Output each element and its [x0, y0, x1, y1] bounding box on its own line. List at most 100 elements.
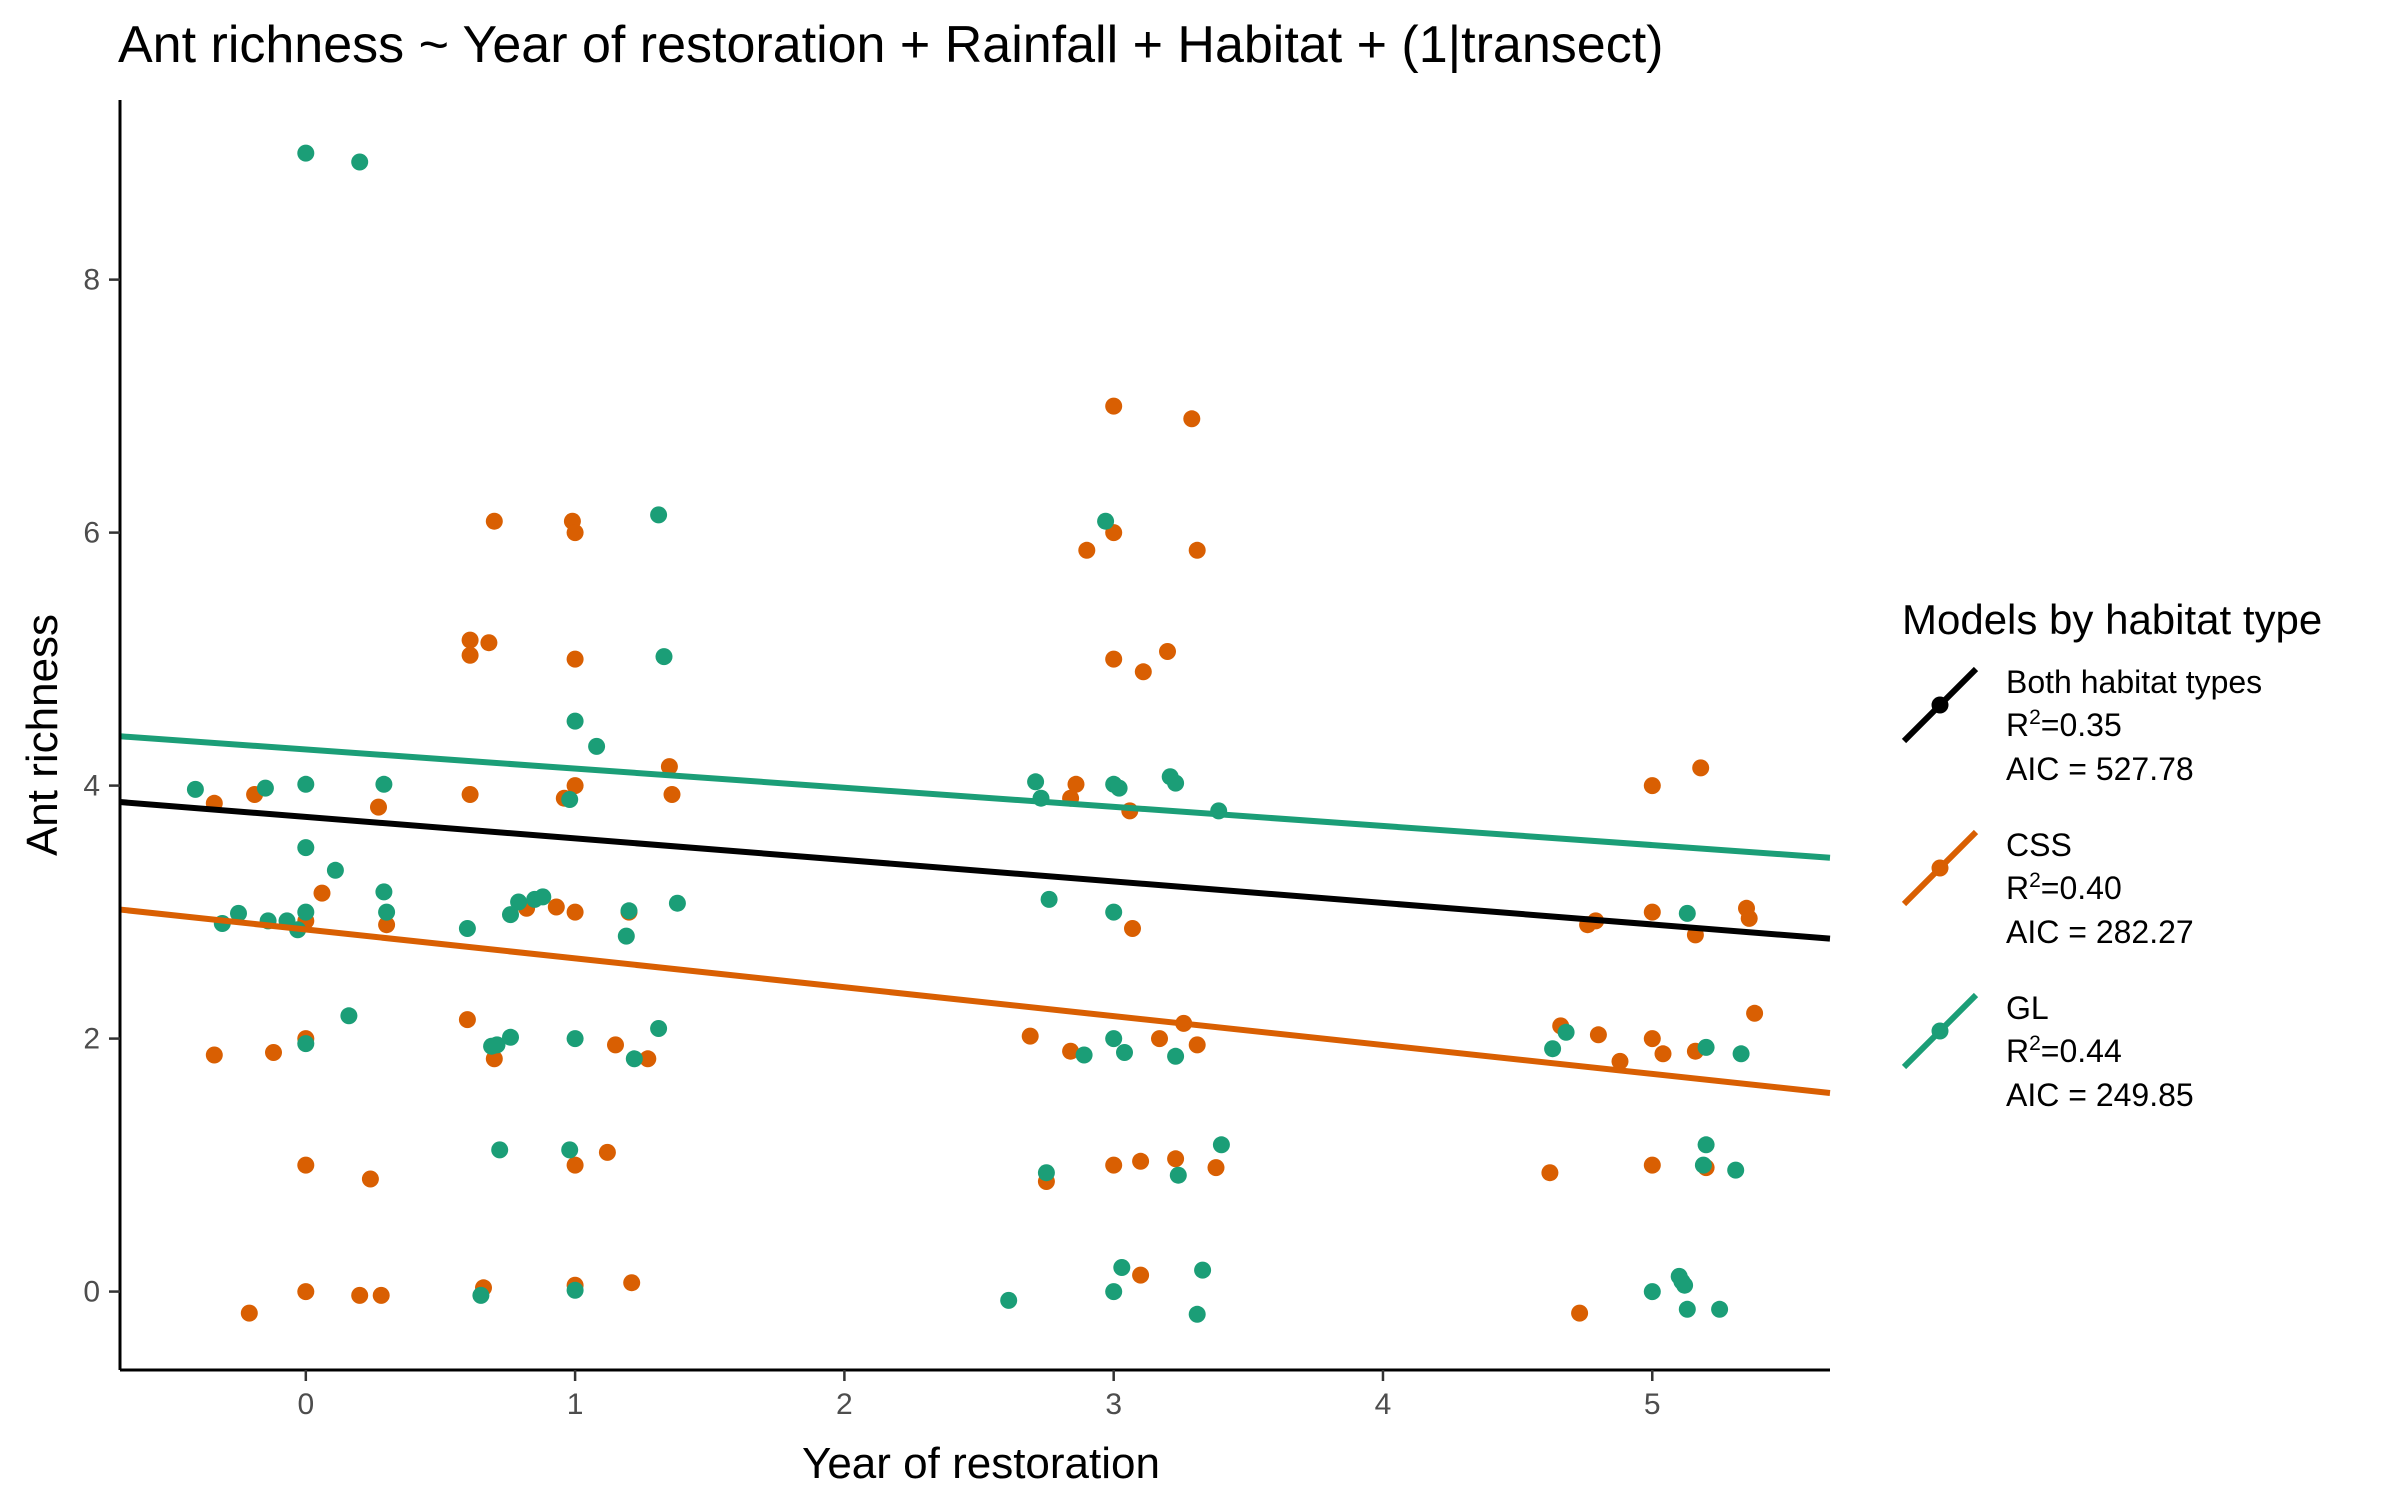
- data-point-gl-55: [1037, 1164, 1055, 1182]
- data-point-css-15: [461, 631, 479, 649]
- data-point-gl-54: [1167, 1047, 1185, 1065]
- data-point-css-79: [1643, 1156, 1661, 1174]
- data-point-css-28: [547, 898, 565, 916]
- x-tick-label: 4: [1375, 1388, 1392, 1421]
- data-point-gl-70: [1727, 1161, 1745, 1179]
- data-point-gl-61: [1188, 1305, 1206, 1323]
- data-point-gl-34: [566, 1030, 584, 1048]
- data-point-css-62: [1132, 1266, 1150, 1284]
- data-point-gl-40: [566, 1281, 584, 1299]
- legend-key-css: [1901, 829, 1979, 907]
- data-point-gl-33: [502, 1028, 519, 1046]
- legend-key-point: [1931, 859, 1949, 877]
- data-point-css-46: [1134, 663, 1152, 681]
- data-point-gl-5: [375, 775, 393, 793]
- data-point-css-49: [1067, 775, 1085, 793]
- data-point-gl-52: [1105, 1030, 1123, 1048]
- data-point-css-17: [461, 646, 479, 664]
- data-point-css-74: [1643, 1030, 1661, 1048]
- data-point-gl-30: [668, 894, 686, 912]
- data-point-gl-59: [1105, 1283, 1123, 1301]
- data-point-gl-24: [502, 906, 519, 924]
- data-point-gl-27: [534, 888, 552, 906]
- data-point-gl-19: [566, 712, 584, 730]
- data-point-css-12: [297, 1283, 315, 1301]
- x-tick-label: 5: [1644, 1388, 1661, 1421]
- data-point-gl-67: [1732, 1045, 1750, 1063]
- data-point-gl-42: [1027, 773, 1045, 791]
- chart-title: Ant richness ~ Year of restoration + Rai…: [118, 16, 1663, 74]
- data-point-gl-21: [655, 648, 673, 666]
- legend-key-point: [1931, 696, 1949, 714]
- data-point-css-59: [1132, 1152, 1150, 1170]
- legend: Models by habitat type Both habitat type…: [1901, 596, 2322, 1113]
- data-point-gl-74: [1676, 1276, 1694, 1294]
- data-point-gl-0: [297, 144, 315, 162]
- data-point-gl-51: [1075, 1046, 1093, 1064]
- data-point-gl-45: [1110, 779, 1128, 797]
- data-point-gl-47: [1167, 774, 1185, 792]
- data-point-gl-4: [297, 775, 315, 793]
- data-point-css-53: [1062, 1042, 1080, 1060]
- data-point-css-58: [1105, 1156, 1123, 1174]
- data-point-css-63: [1643, 777, 1661, 795]
- y-tick-label: 8: [83, 264, 100, 297]
- x-tick-label: 0: [297, 1388, 314, 1421]
- legend-aic: AIC = 527.78: [2006, 751, 2194, 787]
- data-point-css-81: [1571, 1304, 1589, 1322]
- x-tick-label: 2: [836, 1388, 853, 1421]
- data-point-css-24: [566, 777, 584, 795]
- data-point-gl-64: [1544, 1040, 1562, 1058]
- data-point-gl-22: [561, 791, 579, 808]
- data-point-gl-8: [230, 904, 247, 922]
- x-tick-label: 1: [567, 1388, 584, 1421]
- data-point-css-9: [297, 1156, 315, 1174]
- data-point-css-72: [1589, 1026, 1607, 1044]
- data-point-gl-23: [458, 920, 476, 937]
- data-point-gl-37: [491, 1141, 509, 1159]
- plot-area: [119, 144, 1831, 1323]
- data-point-css-5: [378, 916, 396, 934]
- data-point-css-13: [351, 1286, 369, 1304]
- data-point-css-14: [372, 1286, 390, 1304]
- data-point-css-39: [623, 1274, 641, 1292]
- y-axis-title: Ant richness: [18, 614, 67, 856]
- data-point-css-35: [566, 1156, 584, 1174]
- legend-aic: AIC = 249.85: [2006, 1077, 2194, 1113]
- data-point-css-31: [458, 1011, 476, 1029]
- data-point-gl-35: [650, 1020, 668, 1037]
- legend-title: Models by habitat type: [1902, 596, 2322, 643]
- data-point-css-36: [598, 1143, 616, 1161]
- data-point-css-70: [1740, 909, 1758, 927]
- data-point-gl-63: [1678, 904, 1696, 922]
- data-point-css-6: [205, 1046, 223, 1064]
- legend-r2: R2=0.44: [2006, 1032, 2122, 1069]
- data-point-gl-1: [351, 153, 369, 171]
- data-point-css-47: [1159, 643, 1176, 660]
- data-point-css-40: [1105, 397, 1123, 415]
- data-point-gl-62: [1194, 1261, 1212, 1279]
- data-point-css-4: [370, 798, 387, 816]
- data-point-css-51: [1124, 920, 1141, 937]
- y-tick-label: 2: [83, 1023, 100, 1056]
- regression-line-gl: [119, 733, 1831, 861]
- data-point-css-11: [240, 1304, 258, 1322]
- data-point-gl-68: [1697, 1136, 1715, 1154]
- legend-key-point: [1931, 1022, 1949, 1040]
- data-point-gl-18: [650, 506, 668, 524]
- legend-aic: AIC = 282.27: [2006, 914, 2194, 950]
- data-point-css-19: [485, 512, 503, 530]
- legend-label: Both habitat types: [2006, 664, 2262, 700]
- data-point-gl-16: [340, 1007, 358, 1025]
- data-point-css-18: [461, 786, 479, 803]
- series-gl-points: [186, 144, 1750, 1323]
- data-point-gl-25: [510, 893, 528, 911]
- data-point-css-56: [1188, 1036, 1206, 1054]
- data-point-css-60: [1167, 1150, 1185, 1168]
- data-point-gl-57: [1212, 1136, 1230, 1154]
- data-point-gl-17: [297, 1035, 315, 1053]
- data-point-css-77: [1746, 1004, 1764, 1022]
- axes: 0 1 2 3 4 5 0 2 4 6 8: [83, 100, 1830, 1421]
- data-point-css-45: [1105, 650, 1123, 668]
